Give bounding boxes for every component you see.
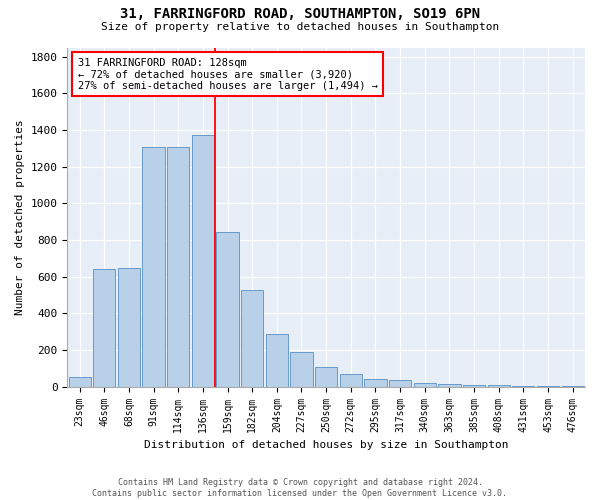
Text: Size of property relative to detached houses in Southampton: Size of property relative to detached ho… bbox=[101, 22, 499, 32]
Bar bbox=[192, 134, 214, 386]
Bar bbox=[364, 380, 386, 386]
Bar bbox=[439, 384, 461, 386]
Text: Contains HM Land Registry data © Crown copyright and database right 2024.
Contai: Contains HM Land Registry data © Crown c… bbox=[92, 478, 508, 498]
Y-axis label: Number of detached properties: Number of detached properties bbox=[15, 119, 25, 315]
Bar bbox=[68, 376, 91, 386]
Bar bbox=[315, 366, 337, 386]
Bar bbox=[93, 270, 115, 386]
Bar bbox=[241, 290, 263, 386]
Bar bbox=[290, 352, 313, 386]
Bar bbox=[167, 146, 190, 386]
Bar bbox=[488, 385, 510, 386]
Bar bbox=[118, 268, 140, 386]
Bar bbox=[463, 385, 485, 386]
Bar bbox=[266, 334, 288, 386]
Bar bbox=[413, 382, 436, 386]
Bar bbox=[217, 232, 239, 386]
Bar bbox=[389, 380, 411, 386]
Text: 31 FARRINGFORD ROAD: 128sqm
← 72% of detached houses are smaller (3,920)
27% of : 31 FARRINGFORD ROAD: 128sqm ← 72% of det… bbox=[77, 58, 377, 91]
X-axis label: Distribution of detached houses by size in Southampton: Distribution of detached houses by size … bbox=[144, 440, 508, 450]
Bar bbox=[142, 148, 164, 386]
Text: 31, FARRINGFORD ROAD, SOUTHAMPTON, SO19 6PN: 31, FARRINGFORD ROAD, SOUTHAMPTON, SO19 … bbox=[120, 8, 480, 22]
Bar bbox=[340, 374, 362, 386]
